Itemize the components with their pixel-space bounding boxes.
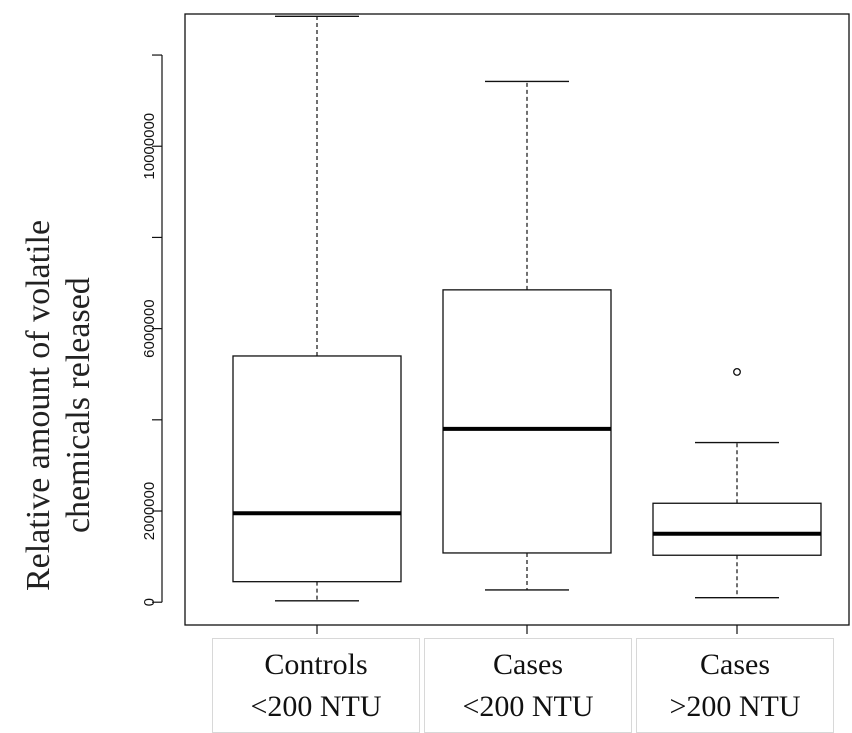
box-group-0 bbox=[232, 15, 402, 602]
iqr-box bbox=[232, 355, 402, 583]
box-group-1 bbox=[442, 80, 612, 591]
y-axis: 0 2000000 6000000 10000000 bbox=[141, 54, 738, 634]
y-tick-label: 2000000 bbox=[141, 482, 158, 540]
box-group-2 bbox=[652, 367, 822, 599]
box-series bbox=[232, 15, 822, 602]
category-label-controls-lt200: Controls <200 NTU bbox=[212, 638, 420, 733]
y-tick-label: 0 bbox=[141, 598, 158, 606]
category-label-line: <200 NTU bbox=[250, 690, 382, 723]
outlier-point bbox=[733, 367, 741, 376]
iqr-box bbox=[652, 502, 822, 556]
category-label-line: Cases bbox=[700, 648, 770, 681]
category-label-line: Cases bbox=[493, 648, 563, 681]
y-tick-label: 6000000 bbox=[141, 299, 158, 357]
category-label-cases-gt200: Cases >200 NTU bbox=[636, 638, 834, 733]
category-label-line: <200 NTU bbox=[462, 690, 594, 723]
category-label-line: Controls bbox=[264, 648, 368, 681]
y-tick-label: 10000000 bbox=[141, 113, 158, 180]
category-label-line: >200 NTU bbox=[669, 690, 801, 723]
category-label-cases-lt200: Cases <200 NTU bbox=[424, 638, 632, 733]
iqr-box bbox=[442, 289, 612, 554]
plot-frame bbox=[184, 13, 850, 626]
